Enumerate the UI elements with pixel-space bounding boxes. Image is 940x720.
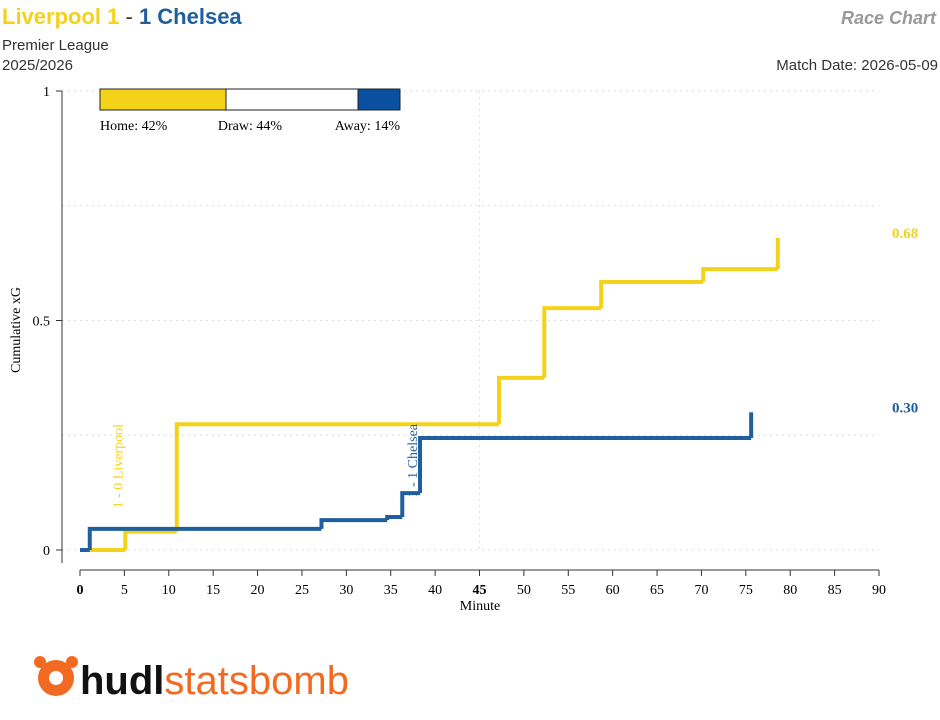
x-axis-label: Minute [460, 599, 500, 614]
logo-statsbomb: statsbomb [164, 659, 349, 703]
away-title: 1 Chelsea [139, 4, 242, 29]
x-tick-label: 25 [295, 583, 309, 598]
x-tick-label: 20 [251, 583, 265, 598]
match-title: Liverpool 1 - 1 Chelsea [2, 4, 242, 29]
x-tick-label: 65 [650, 583, 664, 598]
probability-value: 14% [374, 119, 400, 134]
probability-name: Away: [335, 119, 371, 134]
x-tick-label: 40 [428, 583, 442, 598]
y-tick-label: 0.5 [33, 315, 51, 330]
y-tick-label: 0 [43, 544, 50, 559]
xg-step [385, 514, 403, 521]
chart-name: Race Chart [841, 8, 937, 28]
x-tick-label: 80 [783, 583, 797, 598]
logo-icon-dot [34, 656, 46, 668]
probability-label: Away: 14% [335, 119, 401, 134]
x-tick-label: 15 [206, 583, 220, 598]
x-tick-label: 45 [473, 583, 487, 598]
xg-step [418, 436, 752, 494]
xg-step [701, 267, 778, 282]
x-tick-label: 60 [606, 583, 620, 598]
title-separator: - [125, 4, 132, 29]
end-value-label: 0.30 [892, 400, 918, 416]
season: 2025/2026 [2, 57, 73, 74]
x-tick-label: 70 [694, 583, 708, 598]
goal-annotation: 1 - 0 Liverpool [111, 424, 126, 508]
x-tick-label: 50 [517, 583, 531, 598]
x-tick-label: 35 [384, 583, 398, 598]
x-tick-label: 75 [739, 583, 753, 598]
home-title: Liverpool 1 [2, 4, 119, 29]
probability-segment [357, 88, 401, 111]
probability-label: Draw: 44% [218, 119, 283, 134]
xg-step [123, 529, 177, 550]
probability-label: Home: 42% [100, 119, 168, 134]
xg-step [599, 279, 704, 309]
competition: Premier League [2, 37, 109, 54]
x-tick-label: 5 [121, 583, 128, 598]
match-date: Match Date: 2026-05-09 [776, 57, 938, 74]
x-tick-label: 55 [561, 583, 575, 598]
xg-step [174, 422, 500, 532]
y-tick-label: 1 [43, 85, 50, 100]
x-tick-label: 10 [162, 583, 176, 598]
goal-annotation: 1 - 1 Chelsea [406, 423, 421, 497]
logo-text: hudlstatsbomb [80, 659, 349, 703]
xg-step [400, 491, 421, 517]
xg-step [319, 518, 388, 529]
x-tick-label: 90 [872, 583, 886, 598]
xg-step [542, 306, 602, 378]
probability-name: Draw: [218, 119, 253, 134]
logo-icon-dot [66, 656, 78, 668]
probability-segment [225, 88, 359, 111]
x-tick-label: 30 [339, 583, 353, 598]
probability-value: 42% [142, 119, 168, 134]
probability-value: 44% [256, 119, 282, 134]
logo-hudl: hudl [80, 659, 164, 703]
y-axis-label: Cumulative xG [9, 287, 24, 373]
end-value-label: 0.68 [892, 226, 918, 242]
x-tick-label: 0 [77, 583, 84, 598]
probability-name: Home: [100, 119, 138, 134]
xg-step [497, 375, 545, 425]
x-tick-label: 85 [828, 583, 842, 598]
logo: hudlstatsbomb [34, 656, 349, 703]
logo-icon-center [49, 671, 63, 685]
xg-step [87, 526, 322, 550]
probability-segment [99, 88, 227, 111]
